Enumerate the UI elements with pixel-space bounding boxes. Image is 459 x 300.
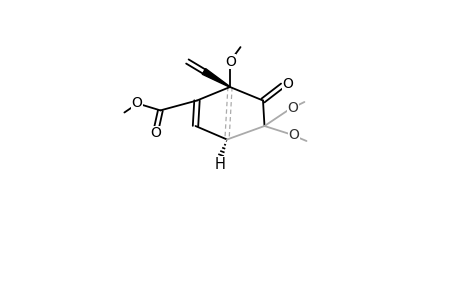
Text: O: O (131, 96, 142, 110)
Text: O: O (282, 77, 293, 91)
Text: O: O (224, 55, 235, 68)
Text: O: O (287, 101, 298, 115)
Text: H: H (214, 157, 225, 172)
Text: O: O (150, 126, 160, 140)
Text: O: O (288, 128, 299, 142)
Polygon shape (202, 69, 230, 87)
